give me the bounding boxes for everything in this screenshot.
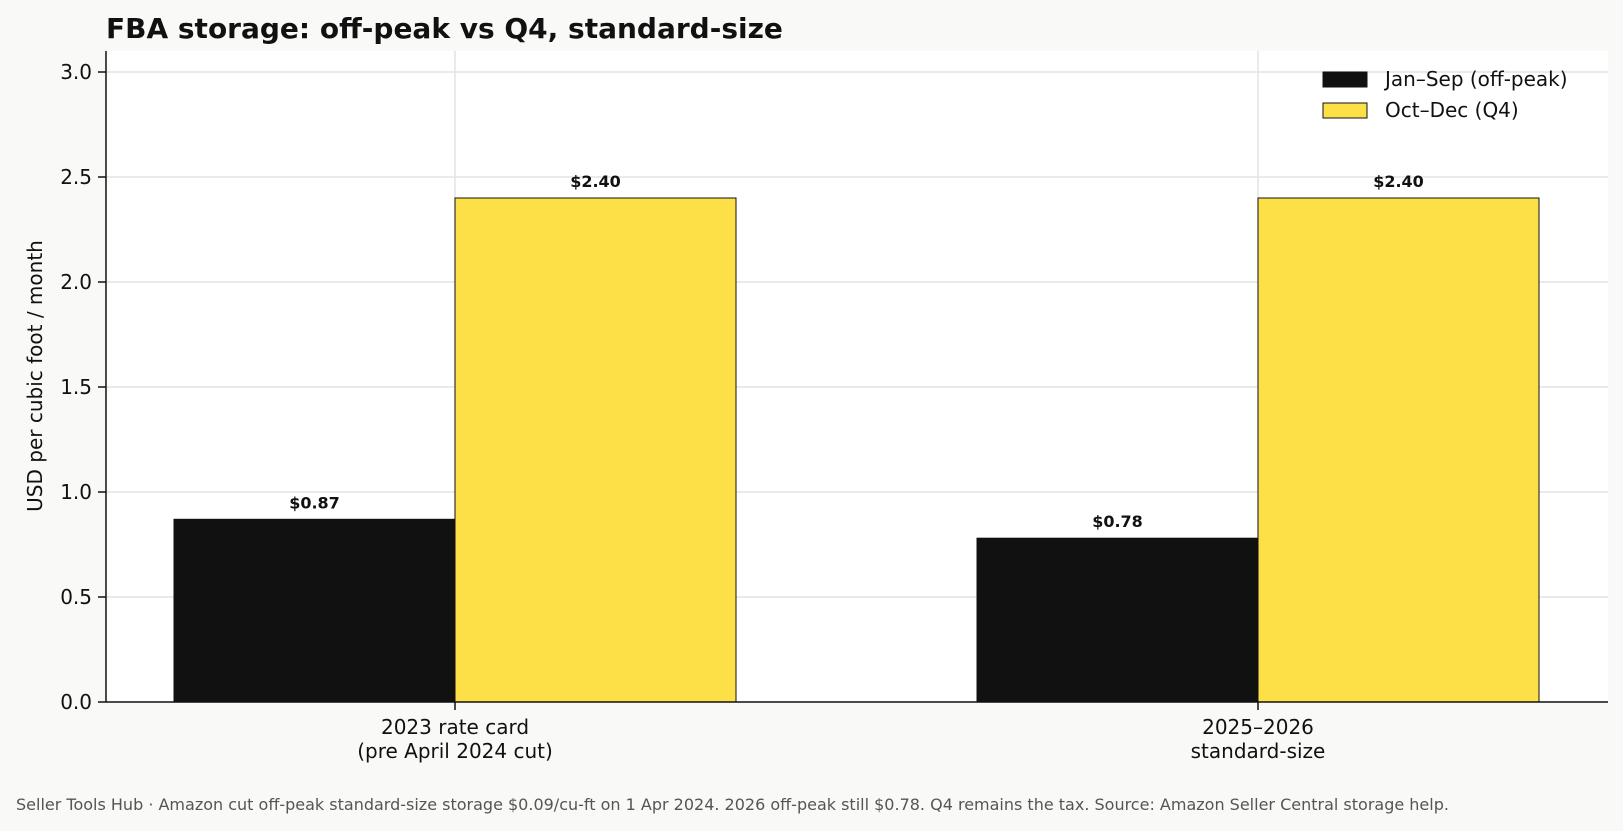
bar-q4 [454,197,737,703]
y-tick-label: 1.5 [60,375,92,399]
legend-swatch [1322,102,1368,119]
legend-swatch [1322,71,1368,88]
y-tick-label: 3.0 [60,60,92,84]
bars [173,197,1540,703]
data-labels: $0.87 $0.78 $2.40 $2.40 [289,172,1424,531]
y-tick-label: 0.5 [60,585,92,609]
x-tick-label: 2025–2026 standard-size [1191,715,1326,763]
y-tick-label: 2.0 [60,270,92,294]
y-tick-label: 0.0 [60,690,92,714]
bar-off-peak [976,537,1259,703]
legend-label: Oct–Dec (Q4) [1385,98,1519,122]
bar-value-label: $0.78 [1092,512,1143,531]
legend-label: Jan–Sep (off-peak) [1383,67,1568,91]
y-tick-label: 2.5 [60,165,92,189]
legend: Jan–Sep (off-peak) Oct–Dec (Q4) [1322,67,1568,122]
y-axis-label: USD per cubic foot / month [23,240,47,512]
bar-value-label: $2.40 [570,172,621,191]
bar-value-label: $0.87 [289,493,340,512]
chart-title: FBA storage: off-peak vs Q4, standard-si… [106,12,783,45]
axes: 0.0 0.5 1.0 1.5 2.0 2.5 3.0 2023 rate card (pre … [60,51,1608,763]
bar-off-peak [173,518,456,703]
x-tick-label: 2023 rate card (pre April 2024 cut) [357,715,553,763]
footer-note: Seller Tools Hub · Amazon cut off-peak s… [16,795,1449,814]
bar-value-label: $2.40 [1373,172,1424,191]
y-tick-label: 1.0 [60,480,92,504]
bar-q4 [1257,197,1540,703]
